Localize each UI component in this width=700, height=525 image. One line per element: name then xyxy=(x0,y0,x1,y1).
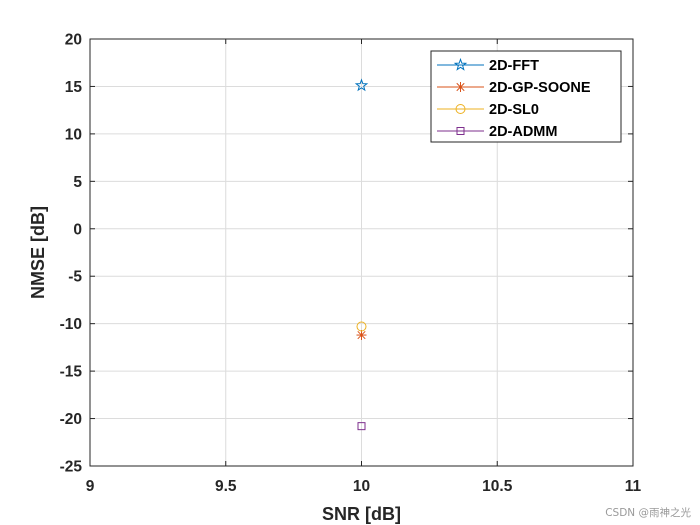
legend-entry: 2D-SL0 xyxy=(437,102,539,118)
legend-label: 2D-FFT xyxy=(489,58,539,74)
legend-marker xyxy=(455,82,466,92)
legend-entry: 2D-ADMM xyxy=(437,124,557,140)
y-tick-label: 0 xyxy=(73,221,82,238)
pentagram-marker xyxy=(354,78,369,92)
x-tick-label: 10.5 xyxy=(482,478,513,495)
pentagram-marker xyxy=(453,57,468,71)
data-points xyxy=(354,78,369,431)
legend-label: 2D-SL0 xyxy=(489,102,539,118)
legend-label: 2D-GP-SOONE xyxy=(489,80,591,96)
x-tick-label: 10 xyxy=(353,478,370,495)
data-point xyxy=(354,78,369,92)
watermark: CSDN @雨神之光 xyxy=(605,506,691,519)
x-tick-label: 11 xyxy=(625,478,642,495)
legend-marker xyxy=(456,127,465,135)
x-axis-title: SNR [dB] xyxy=(322,504,401,524)
square-marker xyxy=(357,422,366,431)
legend-marker xyxy=(453,57,468,71)
legend-entry: 2D-GP-SOONE xyxy=(437,80,591,96)
y-tick-label: 20 xyxy=(65,32,82,49)
data-point xyxy=(357,422,366,431)
legend: 2D-FFT 2D-GP-SOONE 2D-SL0 2D-ADMM xyxy=(430,50,622,143)
y-tick-label: -10 xyxy=(60,316,82,333)
data-point xyxy=(356,330,367,341)
legend-entry: 2D-FFT xyxy=(437,57,539,74)
y-tick-label: -25 xyxy=(60,459,83,476)
asterisk-stroke xyxy=(357,330,366,340)
asterisk-stroke xyxy=(456,82,465,92)
circle-marker xyxy=(455,104,466,114)
y-tick-label: 5 xyxy=(73,174,82,191)
y-axis-title: NMSE [dB] xyxy=(28,206,48,299)
y-tick-label: -20 xyxy=(60,411,82,428)
circle-marker xyxy=(356,321,367,332)
x-tick-label: 9.5 xyxy=(215,478,237,495)
y-tick-label: 10 xyxy=(65,126,82,143)
y-tick-label: 15 xyxy=(65,79,83,96)
legend-label: 2D-ADMM xyxy=(489,124,557,140)
data-point xyxy=(356,321,367,332)
x-tick-label: 9 xyxy=(86,478,95,495)
y-tick-label: -15 xyxy=(60,364,83,381)
square-marker xyxy=(456,127,465,135)
axis-ticks: 9 9.5 10 10.5 11 20 15 10 5 0 -5 -10 -15 -20 -25 xyxy=(60,32,642,496)
legend-marker xyxy=(455,104,466,114)
y-tick-label: -5 xyxy=(68,269,82,286)
